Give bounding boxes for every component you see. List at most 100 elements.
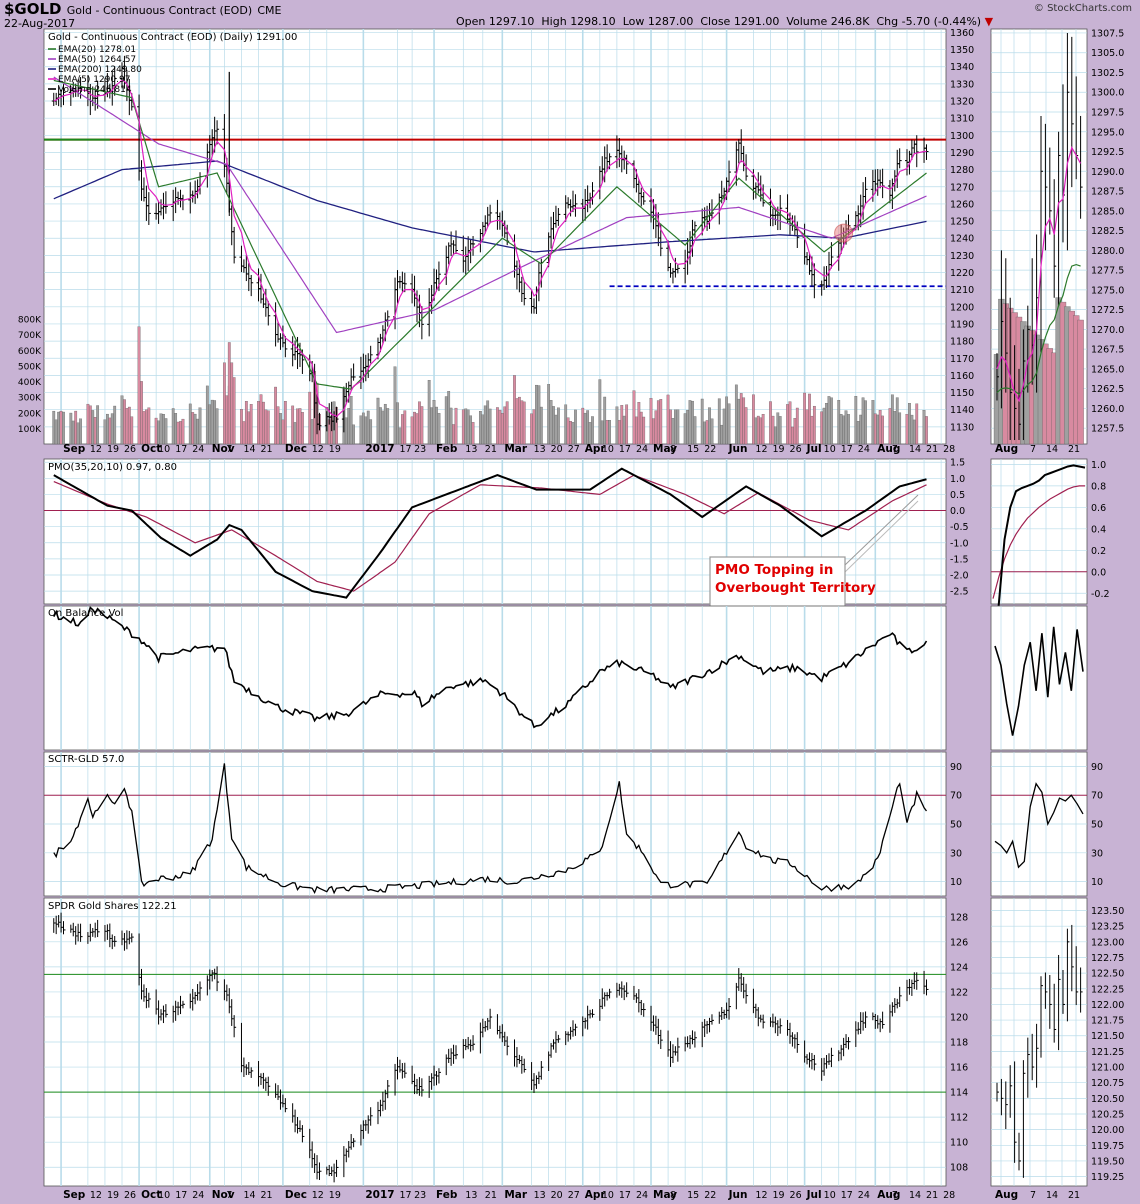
volume-bar [705,420,709,445]
volume-bar [293,422,297,445]
price-zoom-ytick: 1297.5 [1091,108,1124,119]
volume-bar [710,418,714,445]
bottom-x-axis-label: 10 [824,1190,836,1201]
bottom-x-axis-label: 17 [841,1190,853,1201]
bottom-x-axis-label: 12 [755,1190,767,1201]
volume-bar [912,419,916,445]
volume-bar [622,415,626,445]
exchange: CME [257,4,282,17]
volume-bar [856,421,860,445]
volume-bar [674,409,677,445]
gld-title: SPDR Gold Shares 122.21 [48,901,177,912]
volume-bar [888,408,892,445]
sctr-zoom-ytick: 30 [1091,848,1103,859]
gld-zoom-ytick: 123.00 [1091,937,1124,948]
volume-bar [666,394,670,445]
gld-zoom-ytick: 119.25 [1091,1172,1124,1183]
volume-bar [654,410,658,445]
pmo-ytick: -1.0 [950,538,969,549]
price-zoom-ytick: 1295.0 [1091,127,1124,138]
volume-bar [296,408,299,445]
volume-bar [464,408,468,445]
mid-x-axis-label: 7 [892,444,898,455]
price-ytick: 1250 [950,217,974,228]
pmo-ytick: -2.5 [950,587,969,598]
pmo-line [53,467,927,599]
volume-bar [301,412,304,445]
bottom-x-axis-label: 10 [602,1190,614,1201]
volume-bar [871,400,875,445]
volume-value: 246.8K [830,15,870,28]
price-ytick: 1350 [950,45,974,56]
volume-tick: 800K [18,316,42,326]
volume-bar [400,414,404,445]
volume-bar [693,416,697,445]
price-zoom-ytick: 1280.0 [1091,246,1124,257]
price-zoom-ytick: 1285.0 [1091,206,1124,217]
symbol-title: $GOLD Gold - Continuous Contract (EOD) C… [4,0,281,18]
price-ytick: 1220 [950,268,974,279]
gld-ytick: 108 [950,1163,968,1174]
volume-bar [279,413,282,445]
volume-bar [881,415,884,445]
mid-x-axis-label: 20 [551,444,563,455]
mid-x-axis-label: 19 [329,444,341,455]
volume-bar [535,384,538,445]
volume-bar [125,408,129,445]
annotation-text: PMO Topping in [715,562,833,578]
volume-bar [503,406,507,445]
volume-bar [810,415,814,445]
volume-bar [515,398,519,445]
volume-bar [283,401,287,445]
volume-bar [452,424,455,445]
volume-bar [396,402,399,445]
volume-bar [837,400,841,445]
bottom-x-axis-label: 24 [858,1190,870,1201]
mid-x-axis-label: 23 [414,444,426,455]
mid-x-axis-label: 10 [602,444,614,455]
price-ytick: 1240 [950,234,974,245]
volume-bar [842,415,845,445]
volume-bar [769,401,772,445]
volume-bar [844,410,848,445]
volume-bar [925,416,928,445]
bottom-x-axis-label: 28 [943,1190,955,1201]
gld-zoom-ytick: 120.50 [1091,1094,1124,1105]
volume-bar [725,396,728,445]
bottom-x-axis-label: 24 [636,1190,648,1201]
price-ytick: 1200 [950,302,974,313]
sctr-zoom-ytick: 10 [1091,877,1103,888]
volume-bar [905,414,909,445]
volume-bar [756,415,760,445]
volume-bar [188,403,192,445]
zoom-ema20-line [996,263,1081,395]
volume-tick: 600K [18,347,42,357]
price-zoom-ytick: 1275.0 [1091,285,1124,296]
volume-bar [691,400,694,445]
price-frame [43,28,947,445]
price-zoom-ytick: 1267.5 [1091,345,1124,356]
volume-bar [244,401,248,445]
volume-bar [444,396,448,445]
gld-zoom-ytick: 119.50 [1091,1156,1124,1167]
bottom-x-axis-label: 12 [90,1190,102,1201]
volume-bar [676,409,680,445]
volume-bar [600,420,604,445]
mid-x-axis-label: 13 [465,444,477,455]
volume-bar [827,396,831,445]
volume-bar [825,403,828,445]
price-ytick: 1210 [950,285,974,296]
pmo-zoom-ytick: 0.0 [1091,567,1106,578]
volume-bar [69,412,73,445]
volume-bar [793,418,797,445]
volume-bar [113,405,117,445]
volume-bar [537,385,541,445]
volume-bar [890,394,894,445]
price-zoom-ytick: 1257.5 [1091,424,1124,435]
bottom-x-axis-label: 22 [704,1190,716,1201]
volume-bar [240,409,243,445]
volume-bar [569,421,572,445]
volume-bar [922,410,926,445]
volume-bar [208,404,212,445]
pmo-zoom-ytick: 1.0 [1091,460,1106,471]
